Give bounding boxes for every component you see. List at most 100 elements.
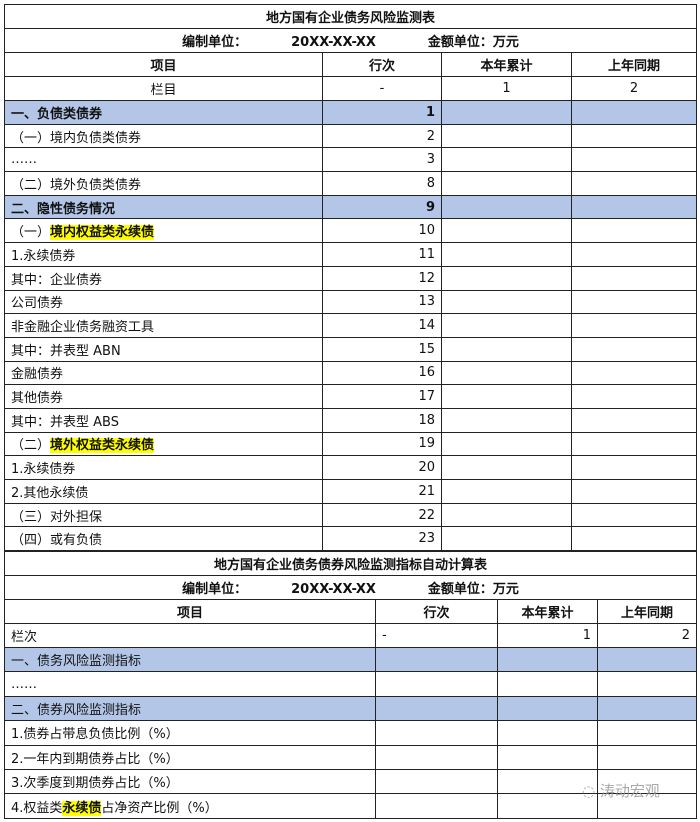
current-year-cell: [441, 289, 572, 315]
line-number-cell: [375, 768, 498, 795]
header-row: 项目 行次 本年累计 上年同期: [4, 52, 698, 77]
prior-year-cell: [570, 431, 698, 457]
item-cell: 一、负债类债券: [4, 100, 323, 125]
line-number-cell: 3: [322, 147, 442, 173]
current-year-cell: [441, 313, 572, 338]
item-cell: 1.永续债券: [4, 455, 323, 480]
current-year-cell: [441, 265, 572, 291]
prior-year-cell: [570, 502, 698, 528]
table-row: 其中：并表型 ABN 15: [4, 336, 698, 362]
table-row: 一、负债类债券 1: [4, 100, 698, 125]
item-label: （三）对外担保: [11, 509, 103, 525]
table-row: 2.一年内到期债券占比（%）: [4, 744, 698, 770]
debt-risk-monitoring-table: 地方国有企业债务风险监测表 编制单位： 20XX-XX-XX 金额单位：万元 项目 行次本…: [3, 4, 698, 552]
current-year-cell: [497, 720, 598, 746]
item-cell: 公司债券: [4, 289, 323, 315]
item-label: （一）: [11, 225, 51, 241]
prior-year-cell: [570, 407, 698, 433]
column-index-cell: -: [322, 76, 442, 101]
item-label: 其他债券: [11, 391, 64, 407]
current-year-cell: [497, 671, 598, 697]
current-year-cell: [441, 407, 572, 433]
prior-year-cell: [570, 265, 698, 291]
item-label: 3.次季度到期债券占比（%）: [11, 776, 179, 792]
highlighted-text: 永续债: [62, 800, 102, 816]
item-cell: 2.一年内到期债券占比（%）: [4, 744, 376, 770]
item-label: 一、债务风险监测指标: [11, 654, 142, 670]
prior-year-cell: [596, 793, 698, 819]
line-number-cell: [375, 646, 498, 673]
prior-year-cell: [570, 313, 698, 338]
item-cell: 一、债务风险监测指标: [4, 646, 376, 673]
current-year-cell: [497, 646, 598, 673]
prior-year-cell: [570, 147, 698, 173]
item-label: 其中：并表型 ABS: [11, 414, 119, 430]
item-cell: 其中：并表型 ABN: [4, 336, 323, 362]
item-label: 其中：并表型 ABN: [11, 343, 121, 359]
prior-year-cell: [570, 526, 698, 552]
item-cell: 1.债券占带息负债比例（%）: [4, 720, 376, 746]
table-row: （二）境外负债类债券 8: [4, 171, 698, 196]
table-row: （三）对外担保 22: [4, 502, 698, 528]
item-cell: 非金融企业债务融资工具: [4, 313, 323, 338]
column-header: 项目: [4, 52, 323, 77]
line-number-cell: 8: [322, 171, 442, 196]
prior-year-cell: [570, 479, 698, 504]
item-label: 金融债券: [11, 367, 64, 383]
item-label: （四）或有负债: [11, 533, 103, 549]
current-year-cell: [441, 194, 572, 220]
column-index-cell: 2: [570, 76, 698, 101]
item-label: 二、债券风险监测指标: [11, 702, 142, 718]
prior-year-cell: [596, 744, 698, 770]
table-row: 一、债务风险监测指标: [4, 646, 698, 673]
subtitle-row: 编制单位： 20XX-XX-XX 金额单位：万元: [3, 575, 698, 600]
current-year-cell: [441, 384, 572, 409]
title-row: 地方国有企业债务风险监测表: [3, 4, 698, 29]
table-row: 二、隐性债务情况 9: [4, 194, 698, 220]
prior-year-cell: [570, 171, 698, 196]
line-number-cell: 16: [322, 360, 442, 386]
item-cell: 其中：并表型 ABS: [4, 407, 323, 433]
item-cell: ……: [4, 671, 376, 697]
item-cell: 1.永续债券: [4, 242, 323, 267]
prior-year-cell: [596, 695, 698, 722]
table-row: （四）或有负债 23: [4, 526, 698, 552]
prior-year-cell: [570, 455, 698, 480]
table-row: 1.永续债券 11: [4, 242, 698, 267]
item-cell: 4.权益类永续债占净资产比例（%）: [4, 793, 376, 819]
line-number-cell: 18: [322, 407, 442, 433]
column-index-cell: 栏目: [4, 76, 323, 101]
column-header: 上年同期: [596, 599, 698, 624]
item-cell: 其中：企业债券: [4, 265, 323, 291]
item-cell: （三）对外担保: [4, 502, 323, 528]
item-cell: 其他债券: [4, 384, 323, 409]
line-number-cell: 9: [322, 194, 442, 220]
prior-year-cell: [596, 671, 698, 697]
item-label: ……: [11, 152, 37, 168]
prior-year-cell: [570, 242, 698, 267]
column-index-cell: 1: [441, 76, 572, 101]
item-label: （一）境内负债类债券: [11, 130, 142, 146]
line-number-cell: [375, 744, 498, 770]
item-label: 1.永续债券: [11, 248, 76, 264]
table-row: （二）境外权益类永续债 19: [4, 431, 698, 457]
item-label: 1.债券占带息负债比例（%）: [11, 727, 179, 743]
item-label: 二、隐性债务情况: [11, 201, 116, 217]
line-number-cell: [375, 720, 498, 746]
current-year-cell: [441, 336, 572, 362]
highlighted-text: 境外权益类永续债: [50, 438, 155, 454]
table-row: 1.永续债券 20: [4, 455, 698, 480]
current-year-cell: [497, 793, 598, 819]
column-index-cell: 栏次: [4, 623, 376, 648]
prior-year-cell: [570, 100, 698, 125]
item-cell: 二、债券风险监测指标: [4, 695, 376, 722]
item-label: 公司债券: [11, 296, 64, 312]
item-cell: ……: [4, 147, 323, 173]
line-number-cell: 21: [322, 479, 442, 504]
item-label: 1.永续债券: [11, 462, 76, 478]
current-year-cell: [441, 479, 572, 504]
column-index-cell: -: [375, 623, 498, 648]
report-date: 20XX-XX-XX: [291, 35, 376, 50]
line-number-cell: 11: [322, 242, 442, 267]
amount-unit: 金额单位：万元: [427, 582, 519, 597]
